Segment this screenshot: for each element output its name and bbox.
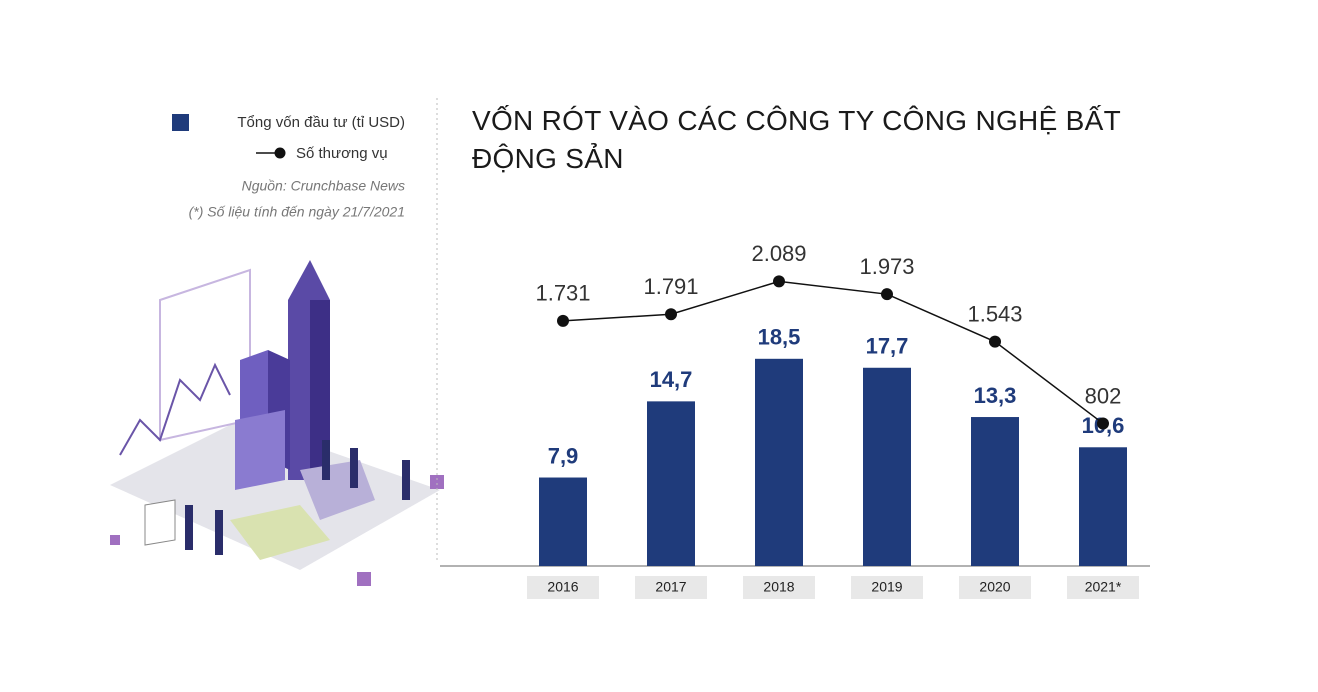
x-tick-box — [1067, 576, 1139, 599]
bar-value-label: 18,5 — [758, 325, 801, 350]
legend-swatch — [172, 114, 189, 131]
line — [562, 280, 1104, 425]
bar-value-label: 7,9 — [548, 443, 579, 468]
source: Nguồn: Crunchbase News — [242, 178, 405, 194]
x-tick-box — [851, 576, 923, 599]
x-tick-box — [635, 576, 707, 599]
bar-value-label: 17,7 — [866, 334, 909, 359]
line-point — [665, 308, 677, 321]
bar — [863, 367, 911, 566]
x-tick-box — [527, 576, 599, 599]
line-value-label: 1.973 — [859, 254, 914, 279]
line-point — [773, 275, 785, 288]
x-tick-box — [959, 576, 1031, 599]
line-point — [557, 314, 569, 327]
line-value-label: 1.731 — [535, 281, 590, 306]
x-tick-label: 2020 — [979, 579, 1010, 595]
line-point — [1097, 417, 1109, 430]
bar — [755, 358, 803, 566]
x-tick-label: 2019 — [871, 579, 902, 595]
line-point — [881, 288, 893, 301]
x-tick-box — [743, 576, 815, 599]
bar-value-label: 14,7 — [650, 367, 693, 392]
x-tick-label: 2018 — [763, 579, 794, 595]
legend-label: Số thương vụ — [296, 145, 388, 162]
x-tick-label: 2017 — [655, 579, 686, 595]
line-value-label: 802 — [1085, 383, 1122, 408]
bar — [539, 477, 587, 566]
line-point — [989, 335, 1001, 348]
bar — [647, 401, 695, 566]
bar-value-label: 13,3 — [974, 383, 1017, 408]
line-value-label: 1.791 — [643, 274, 698, 299]
legend-swatch — [274, 147, 286, 159]
x-tick-label: 2016 — [547, 579, 578, 595]
x-tick-label: 2021* — [1085, 579, 1122, 595]
note: (*) Số liệu tính đến ngày 21/7/2021 — [189, 204, 405, 220]
chart-title: VỐN RÓT VÀO CÁC CÔNG TY CÔNG NGHỆ BẤT ĐỘ… — [472, 105, 1121, 174]
illustration — [110, 260, 444, 586]
line-value-label: 1.543 — [967, 301, 1022, 326]
bar — [971, 417, 1019, 566]
line-value-label: 2.089 — [751, 241, 806, 266]
legend-label: Tổng vốn đầu tư (tỉ USD) — [237, 114, 405, 131]
bar — [1079, 447, 1127, 566]
